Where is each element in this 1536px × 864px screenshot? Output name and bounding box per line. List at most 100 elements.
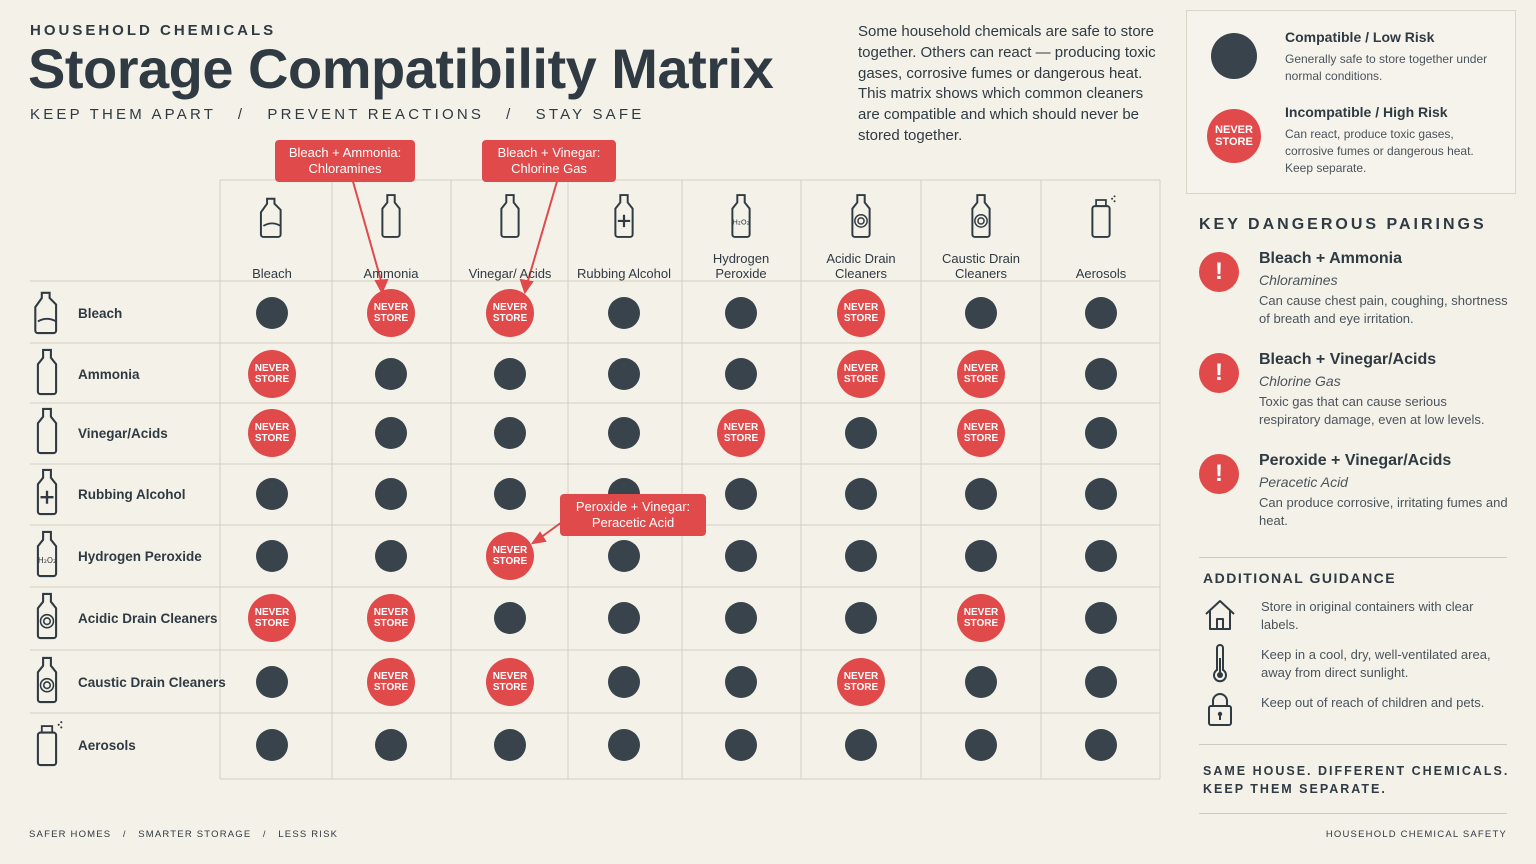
warning-icon: ! (1199, 454, 1239, 494)
pairing-subtitle: Chloramines (1259, 272, 1338, 288)
never-store-badge: NEVER STORE (957, 350, 1005, 398)
compatible-dot (725, 729, 757, 761)
compatible-dot (494, 478, 526, 510)
aerosol-can-icon (1042, 190, 1161, 245)
never-store-badge: NEVER STORE (367, 594, 415, 642)
compatible-dot (256, 297, 288, 329)
compatible-dot (1085, 602, 1117, 634)
row-header: Vinegar/Acids (30, 403, 168, 463)
callout-line2: Chlorine Gas (511, 161, 587, 176)
column-label: Bleach (252, 266, 292, 281)
thermometer-icon (1213, 644, 1227, 683)
compatible-dot (965, 540, 997, 572)
compatible-dot (256, 666, 288, 698)
pairing-text: Toxic gas that can cause serious respira… (1259, 394, 1485, 427)
svg-text:H₂O₂: H₂O₂ (38, 556, 56, 565)
compatible-dot-icon (1211, 33, 1257, 79)
row-header: Ammonia (30, 344, 140, 404)
compatible-dot (845, 540, 877, 572)
column-label: Vinegar/ Acids (468, 266, 552, 281)
key-pairings-heading: KEY DANGEROUS PAIRINGS (1199, 216, 1487, 233)
never-store-badge: NEVER STORE (486, 532, 534, 580)
compatible-dot (725, 478, 757, 510)
column-header: H₂O₂ Hydrogen Peroxide (682, 190, 801, 281)
compatible-dot (256, 540, 288, 572)
row-label: Vinegar/Acids (78, 425, 168, 441)
ammonia-bottle-icon (332, 190, 451, 245)
divider (1199, 744, 1507, 745)
column-header: Acidic Drain Cleaners (801, 190, 921, 281)
guidance-text: Store in original containers with clear … (1261, 599, 1474, 632)
compatible-dot (1085, 417, 1117, 449)
compatible-dot (608, 729, 640, 761)
warning-icon: ! (1199, 353, 1239, 393)
warning-icon: ! (1199, 252, 1239, 292)
compatible-dot (256, 478, 288, 510)
acidic-drain-cleaner-icon (30, 590, 64, 647)
row-label: Caustic Drain Cleaners (78, 674, 226, 690)
footer-left: SAFER HOMES / SMARTER STORAGE / LESS RIS… (29, 829, 339, 840)
legend-incompatible-text: Can react, produce toxic gases, corrosiv… (1285, 127, 1474, 175)
row-label: Aerosols (78, 737, 136, 753)
compatible-dot (1085, 540, 1117, 572)
never-store-badge: NEVER STORE (957, 409, 1005, 457)
compatible-dot (1085, 358, 1117, 390)
never-store-badge: NEVER STORE (837, 350, 885, 398)
compatible-dot (608, 358, 640, 390)
never-store-badge: NEVER STORE (837, 658, 885, 706)
eyebrow: HOUSEHOLD CHEMICALS (30, 22, 277, 39)
row-label: Bleach (78, 305, 123, 321)
rubbing-alcohol-bottle-icon (30, 466, 64, 523)
hydrogen-peroxide-bottle-icon: H₂O₂ (682, 190, 801, 245)
guidance-text: Keep in a cool, dry, well-ventilated are… (1261, 647, 1491, 680)
compatible-dot (845, 729, 877, 761)
caustic-drain-cleaner-icon (30, 654, 64, 711)
page-title: Storage Compatibility Matrix (28, 37, 774, 100)
never-store-badge: NEVER STORE (486, 289, 534, 337)
compatible-dot (608, 540, 640, 572)
compatible-dot (375, 417, 407, 449)
footer-right: HOUSEHOLD CHEMICAL SAFETY (1325, 829, 1507, 840)
callout-peroxide-vinegar: Peroxide + Vinegar: Peracetic Acid (560, 494, 706, 536)
column-header: Rubbing Alcohol (567, 190, 681, 281)
compatible-dot (494, 417, 526, 449)
never-store-badge: NEVER STORE (957, 594, 1005, 642)
house-icon (1205, 600, 1235, 630)
column-label: Caustic Drain Cleaners (941, 251, 1021, 281)
lock-icon (1208, 693, 1232, 726)
pairing-title: Bleach + Ammonia (1259, 250, 1403, 267)
compatible-dot (256, 729, 288, 761)
svg-text:H₂O₂: H₂O₂ (732, 218, 749, 227)
compatible-dot (1085, 297, 1117, 329)
compatible-dot (375, 540, 407, 572)
compatible-dot (494, 602, 526, 634)
compatible-dot (845, 602, 877, 634)
legend: Compatible / Low Risk Generally safe to … (1186, 10, 1516, 194)
row-header: Aerosols (30, 715, 136, 775)
column-header: Vinegar/ Acids (452, 190, 569, 281)
pairing-subtitle: Peracetic Acid (1259, 474, 1348, 490)
callout-line1: Bleach + Vinegar: (497, 145, 601, 160)
never-store-badge: NEVER STORE (248, 594, 296, 642)
column-header: Ammonia (332, 190, 451, 281)
legend-compatible-text: Generally safe to store together under n… (1285, 52, 1488, 83)
compatible-dot (965, 666, 997, 698)
ammonia-bottle-icon (30, 346, 64, 403)
rubbing-alcohol-bottle-icon (567, 190, 681, 245)
row-header: Acidic Drain Cleaners (30, 588, 218, 648)
compatible-dot (608, 602, 640, 634)
compatible-dot (494, 729, 526, 761)
compatible-dot (608, 297, 640, 329)
guidance-text: Keep out of reach of children and pets. (1261, 695, 1485, 710)
row-header: Caustic Drain Cleaners (30, 652, 226, 712)
compatible-dot (845, 417, 877, 449)
column-header: Caustic Drain Cleaners (921, 190, 1041, 281)
never-store-badge: NEVER STORE (837, 289, 885, 337)
column-label: Rubbing Alcohol (577, 266, 671, 281)
legend-incompatible-title: Incompatible / High Risk (1285, 104, 1448, 120)
callout-line2: Peracetic Acid (591, 515, 675, 530)
compatible-dot (608, 417, 640, 449)
compatible-dot (1085, 666, 1117, 698)
compatible-dot (845, 478, 877, 510)
